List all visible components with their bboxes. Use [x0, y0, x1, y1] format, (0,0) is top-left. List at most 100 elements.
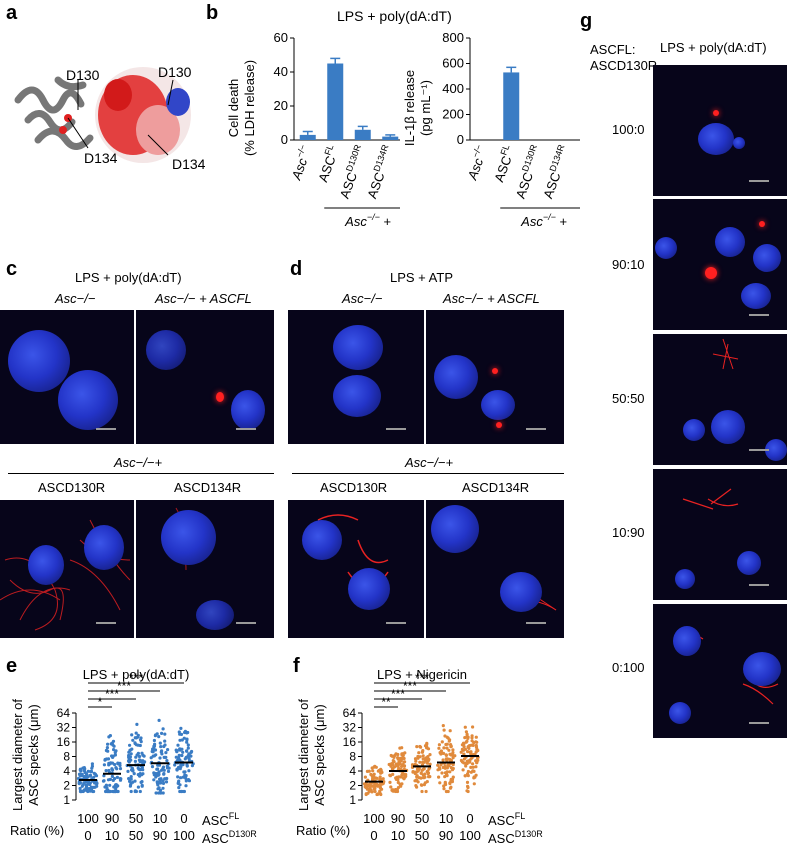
chart-f-point	[394, 752, 398, 756]
chart-e-sig-label: *	[98, 695, 103, 709]
chart-f-point	[381, 777, 385, 781]
chart-e-point	[158, 756, 162, 760]
chart-f-point	[442, 784, 446, 788]
chart-e-point	[161, 791, 165, 795]
chart-f-point	[445, 770, 449, 774]
chart-e-ratio-row1: 10	[153, 811, 167, 826]
chart-e-point	[137, 754, 142, 759]
chart-f-point	[373, 789, 377, 794]
chart-e-point	[106, 742, 110, 746]
chart-b-right-xtick-label: ASCFL	[489, 143, 518, 184]
chart-f-point	[372, 787, 376, 791]
annotation-d130-left: D130	[66, 67, 100, 83]
chart-e-point	[178, 789, 182, 794]
chart-e-point	[90, 764, 94, 768]
chart-f-ytick-label: 1	[349, 793, 356, 807]
panel-d-title: LPS + ATP	[390, 270, 453, 285]
chart-e-point	[182, 736, 186, 740]
chart-f-point	[449, 785, 453, 789]
chart-b-right-ytick-label: 400	[442, 81, 464, 96]
chart-e-point	[184, 755, 188, 760]
panel-g-title: LPS + poly(dA:dT)	[660, 40, 767, 55]
chart-f-ratio-row2: 10	[391, 828, 405, 843]
chart-f-point	[418, 760, 422, 764]
chart-e-point	[133, 741, 137, 745]
chart-f-point	[466, 774, 470, 778]
chart-f-point	[403, 760, 407, 764]
chart-f-point	[426, 758, 431, 762]
chart-e-point	[93, 772, 97, 776]
chart-b-right-bar	[503, 72, 520, 140]
chart-f-point	[363, 775, 367, 779]
chart-b-left-ytick-label: 20	[274, 98, 288, 113]
chart-f-point	[414, 759, 418, 763]
chart-f-point	[442, 787, 446, 791]
chart-f-point	[414, 784, 418, 788]
chart-e-point	[177, 756, 181, 760]
chart-e-point	[185, 737, 189, 741]
chart-e-point	[184, 776, 188, 780]
chart-e-sig-label: ***	[129, 671, 143, 685]
chart-e-point	[130, 768, 134, 772]
chart-b-left-bar	[354, 129, 371, 140]
chart-e-point	[154, 791, 158, 795]
chart-f-point	[442, 728, 446, 732]
chart-f-point	[420, 768, 424, 772]
chart-e-point	[115, 775, 119, 779]
panel-c-title: LPS + poly(dA:dT)	[75, 270, 182, 285]
chart-f-point	[427, 767, 431, 771]
chart-e-point	[159, 791, 163, 795]
chart-e-point	[158, 741, 162, 745]
chart-b-right-group-label: Asc−/− +	[520, 212, 567, 229]
chart-f-point	[449, 745, 453, 749]
chart-e-point	[137, 767, 141, 771]
chart-f-point	[441, 765, 445, 770]
chart-f-point	[447, 739, 451, 743]
micrograph-g-2	[653, 199, 787, 330]
chart-f-point	[437, 775, 441, 779]
chart-f-point	[471, 762, 475, 766]
chart-e-point	[139, 736, 143, 740]
chart-f-point	[420, 750, 425, 754]
chart-e-point	[108, 783, 112, 787]
chart-f-point	[438, 781, 442, 785]
chart-f-ratio-row1: 0	[466, 811, 473, 826]
chart-f-point	[391, 759, 395, 763]
chart-f-point	[379, 777, 383, 781]
chart-e-point	[116, 789, 120, 794]
chart-f-point	[388, 774, 392, 778]
chart-e-point	[162, 768, 166, 772]
chart-e-point	[180, 747, 184, 751]
chart-f-point	[428, 753, 432, 757]
chart-e-point	[109, 742, 113, 746]
chart-f-point	[402, 764, 407, 768]
chart-f-point	[466, 745, 470, 749]
chart-e-point	[158, 777, 162, 781]
chart-f-point	[470, 739, 474, 743]
micrograph-c-1	[0, 310, 134, 444]
chart-e-point	[133, 779, 137, 783]
chart-f-point	[415, 770, 419, 774]
chart-f-point	[426, 772, 430, 776]
panel-g-ratio-5: 0:100	[612, 660, 645, 675]
chart-b-left-bar	[382, 136, 399, 140]
chart-e-point	[161, 781, 166, 785]
chart-f-point	[421, 754, 425, 758]
chart-f-point	[401, 771, 405, 775]
chart-e-point	[107, 768, 111, 773]
chart-e-point	[165, 764, 169, 768]
chart-e-point	[161, 779, 165, 783]
chart-f-point	[376, 784, 380, 788]
chart-f-point	[415, 745, 419, 749]
chart-f-point	[392, 789, 396, 793]
panel-d-group-line	[292, 473, 564, 474]
chart-e-point	[136, 785, 140, 789]
chart-e-point	[118, 767, 123, 771]
chart-e-point	[175, 767, 180, 771]
chart-b-left-ylabel-1: Cell death	[226, 79, 241, 138]
chart-b-left-ytick-label: 60	[274, 30, 288, 45]
chart-e-point	[110, 774, 114, 778]
chart-f-point	[396, 756, 400, 760]
chart-e-point	[163, 739, 167, 743]
chart-f-ratio-label: Ratio (%)	[296, 823, 350, 838]
